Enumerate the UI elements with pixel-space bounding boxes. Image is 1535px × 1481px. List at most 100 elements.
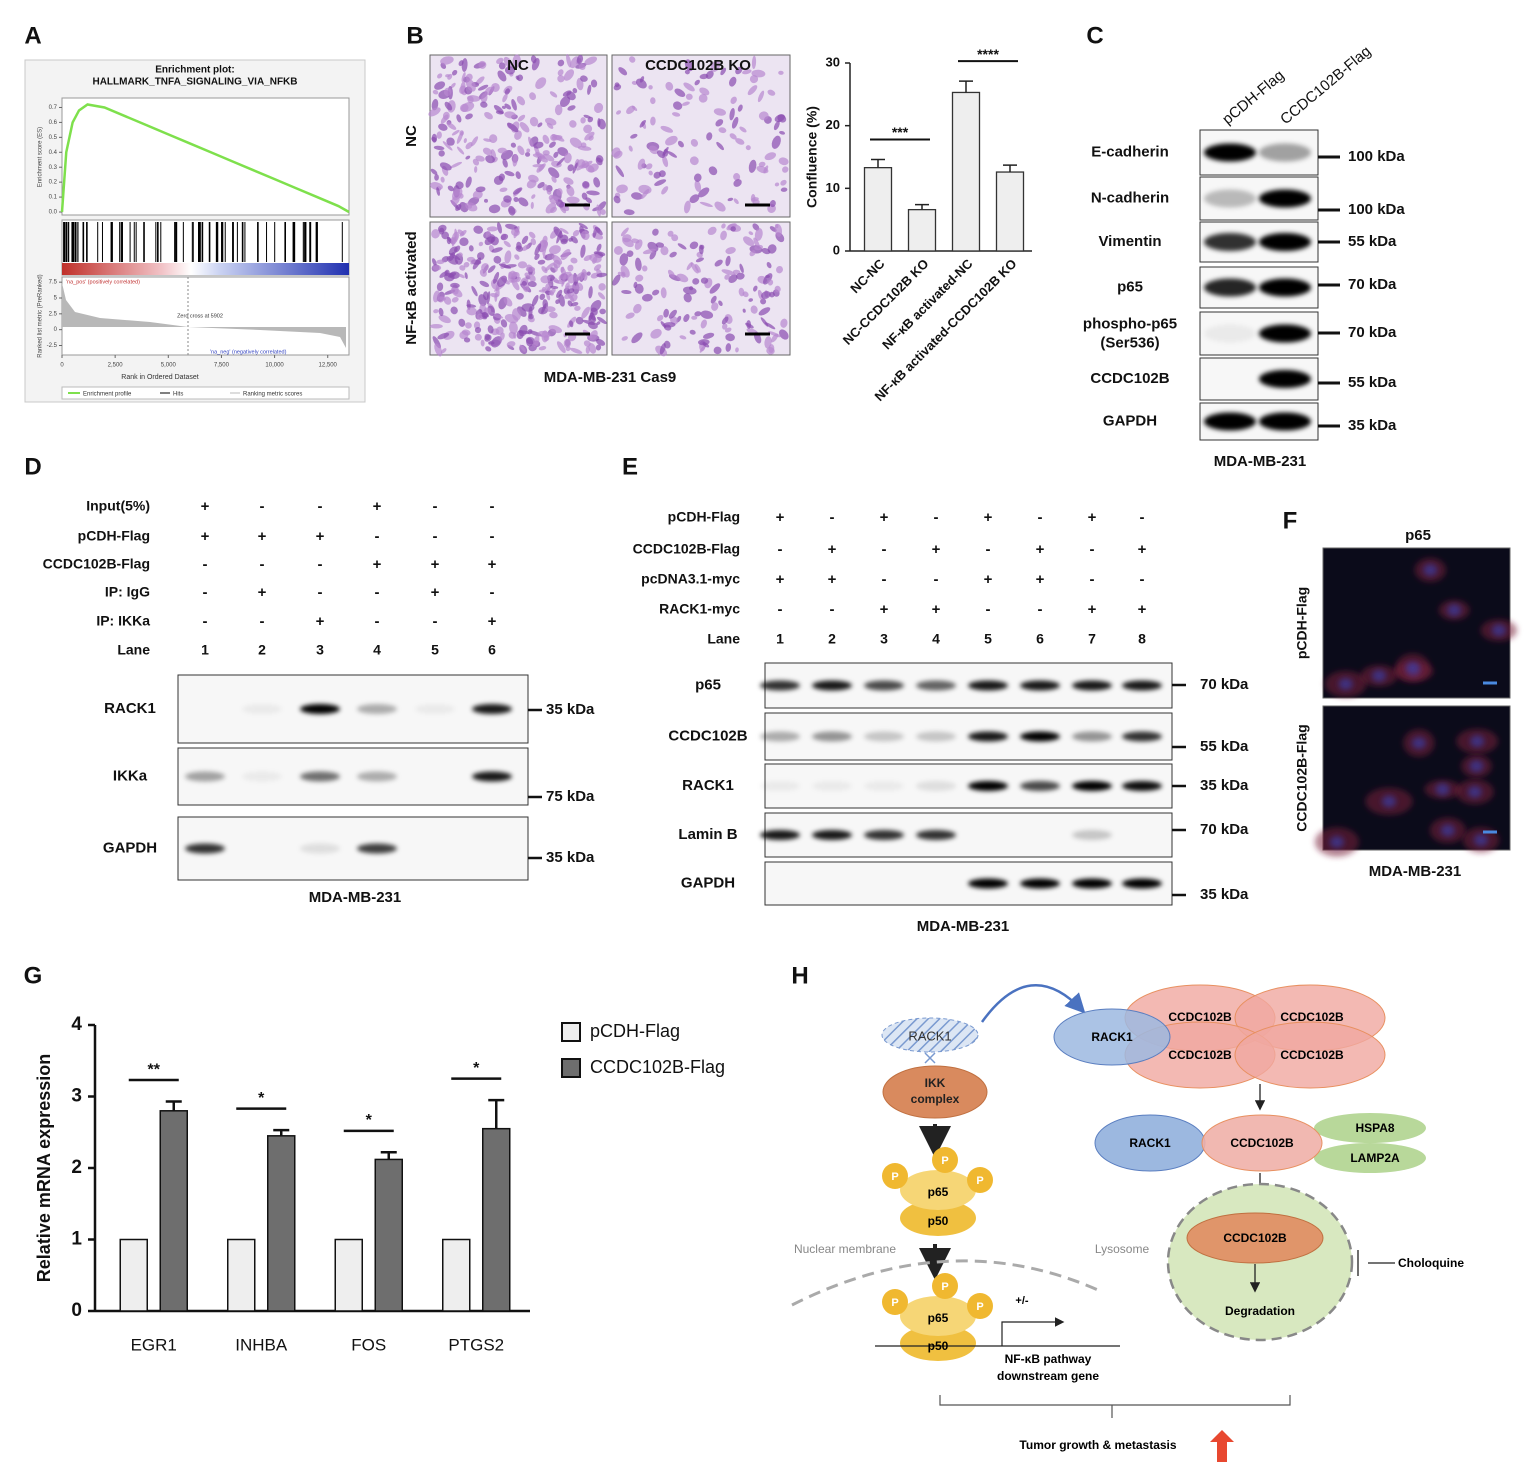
band [916, 680, 956, 691]
p50-node [900, 1200, 976, 1236]
cell [621, 336, 628, 341]
cell [538, 346, 547, 351]
cell [456, 114, 462, 123]
cell [553, 279, 565, 285]
panel-letter: D [24, 453, 41, 480]
cell [661, 186, 669, 195]
promoter-arrow [1001, 1317, 1065, 1346]
cell [438, 123, 448, 131]
lane-number: 5 [984, 631, 992, 647]
cell [439, 271, 448, 278]
cell [564, 291, 575, 299]
cell [576, 54, 584, 65]
nucleus [1467, 785, 1482, 798]
cell [737, 104, 743, 112]
size-label: 100 kDa [1348, 201, 1405, 218]
cell [623, 209, 635, 216]
cell [698, 94, 708, 103]
cell [491, 82, 500, 92]
cell [492, 314, 504, 319]
rank-colorbar [62, 263, 349, 275]
cell [558, 294, 565, 307]
cell [749, 250, 756, 257]
cell [556, 341, 566, 354]
condition-sign: + [258, 528, 267, 545]
cell [551, 176, 557, 183]
cell [620, 227, 629, 237]
annotation: 'na_pos' (positively correlated) [66, 279, 140, 285]
cell [619, 253, 629, 266]
cell [513, 226, 520, 239]
cell [433, 309, 439, 314]
legend-label: Enrichment profile [83, 392, 132, 398]
node-label: P [941, 1281, 948, 1293]
band [760, 830, 800, 840]
cell [631, 332, 643, 344]
cell [440, 114, 449, 124]
cell [702, 332, 715, 339]
blot-label: p65 [695, 676, 721, 693]
cell [656, 314, 664, 322]
cell [633, 303, 642, 314]
band [916, 830, 956, 840]
cell [497, 147, 507, 154]
cell [562, 90, 572, 97]
node-label: p65 [928, 1311, 949, 1325]
cell [504, 111, 516, 119]
cell [748, 159, 757, 173]
cell [613, 150, 623, 159]
bar [995, 171, 1025, 252]
band [1020, 878, 1060, 889]
cell [487, 325, 494, 334]
condition-sign: + [984, 509, 993, 526]
cell [572, 229, 580, 237]
cell [537, 240, 548, 253]
cell [539, 293, 546, 301]
band [864, 781, 904, 791]
micrograph [611, 221, 791, 357]
condition-sign: + [488, 556, 497, 573]
cell [665, 135, 678, 146]
cell [508, 205, 516, 216]
cell [733, 198, 739, 205]
node-label: CCDC102B [1168, 1010, 1232, 1024]
condition-sign: - [882, 571, 887, 588]
cell [739, 263, 744, 274]
cell [491, 336, 502, 348]
cell [767, 244, 777, 254]
cell [748, 298, 754, 302]
condition-sign: - [375, 613, 380, 630]
condition-sign: + [488, 613, 497, 630]
cell [459, 330, 469, 340]
cell [667, 151, 678, 158]
band [1020, 781, 1060, 791]
x-tick-label: PTGS2 [448, 1335, 504, 1354]
cell [778, 70, 784, 75]
cell [432, 89, 439, 95]
band [1259, 412, 1311, 431]
cell [432, 264, 442, 271]
cell [757, 90, 765, 103]
node-label: CCDC102B [1280, 1010, 1344, 1024]
cell [537, 182, 545, 189]
band [1259, 370, 1311, 388]
cell [546, 189, 552, 195]
band [185, 843, 225, 854]
cell [438, 150, 445, 157]
error-bar [380, 1151, 397, 1160]
cell [556, 188, 563, 196]
x-axis-label: Rank in Ordered Dataset [121, 374, 198, 381]
cell [526, 179, 537, 189]
cell [635, 78, 647, 89]
cell [568, 237, 574, 242]
cell [485, 155, 495, 164]
condition-sign: - [260, 613, 265, 630]
cell [728, 274, 738, 284]
band [357, 843, 397, 854]
cell [671, 234, 679, 242]
band [300, 843, 340, 854]
cell [733, 179, 742, 187]
blot-label: Vimentin [1098, 233, 1161, 250]
cell [695, 257, 704, 263]
cell [521, 303, 535, 312]
